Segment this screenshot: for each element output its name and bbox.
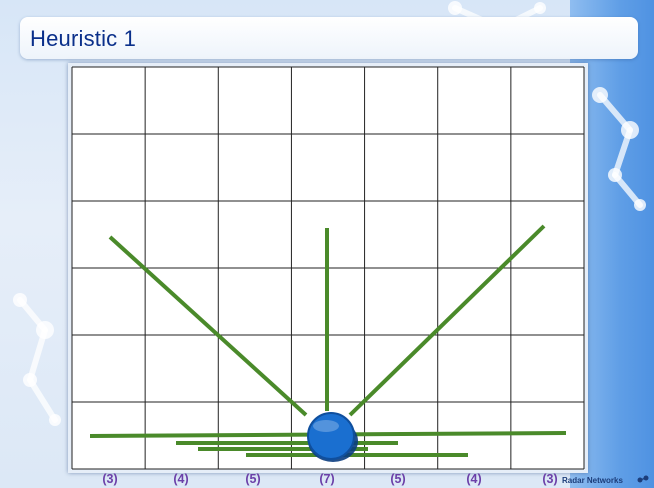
radar-node xyxy=(307,412,358,462)
score-row: (3) (4) (5) (7) (5) (4) (3) xyxy=(0,472,654,488)
score-label: (5) xyxy=(245,472,261,486)
score-label: (7) xyxy=(319,472,335,486)
ray-right-diagonal xyxy=(348,224,546,417)
score-label: (4) xyxy=(466,472,482,486)
radar-node-circle xyxy=(307,412,355,460)
score-label: (5) xyxy=(390,472,406,486)
ray-left-diagonal xyxy=(108,235,308,417)
radar-networks-logo-icon xyxy=(637,475,649,483)
radar-rays xyxy=(89,224,567,457)
score-label: (4) xyxy=(173,472,189,486)
radar-node-highlight xyxy=(313,420,339,432)
score-label: (3) xyxy=(102,472,118,486)
radar-diagram xyxy=(71,66,585,470)
brand-name: Radar Networks xyxy=(562,476,623,485)
title-bar: Heuristic 1 xyxy=(20,17,638,59)
heuristic-board xyxy=(68,63,588,473)
slide-title: Heuristic 1 xyxy=(30,26,137,51)
score-label: (3) xyxy=(542,472,558,486)
